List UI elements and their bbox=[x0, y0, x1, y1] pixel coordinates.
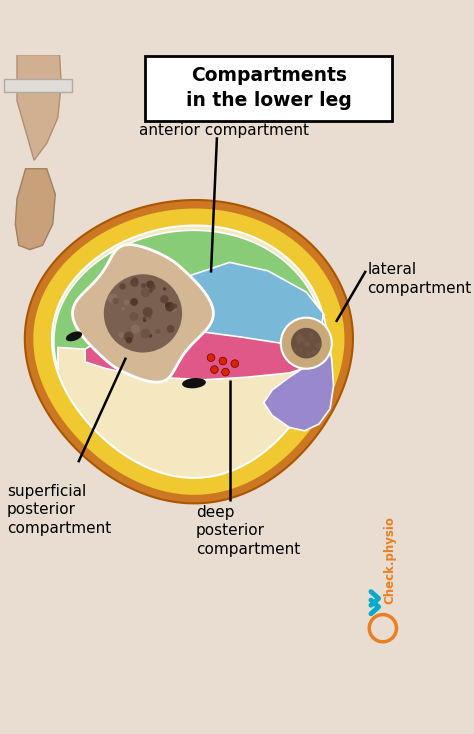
Circle shape bbox=[317, 344, 320, 346]
Polygon shape bbox=[25, 200, 353, 504]
Ellipse shape bbox=[182, 378, 206, 388]
Circle shape bbox=[167, 325, 174, 333]
Circle shape bbox=[311, 349, 316, 355]
Text: anterior compartment: anterior compartment bbox=[139, 123, 309, 138]
Circle shape bbox=[307, 352, 311, 356]
Circle shape bbox=[118, 333, 124, 338]
Circle shape bbox=[164, 302, 172, 310]
Polygon shape bbox=[15, 169, 55, 250]
Circle shape bbox=[155, 329, 161, 334]
Text: Check.physio: Check.physio bbox=[383, 516, 396, 604]
Circle shape bbox=[210, 366, 218, 374]
Circle shape bbox=[146, 280, 154, 288]
Circle shape bbox=[281, 318, 332, 368]
Circle shape bbox=[163, 287, 166, 291]
Circle shape bbox=[121, 307, 125, 310]
Circle shape bbox=[219, 357, 227, 365]
Circle shape bbox=[305, 342, 310, 347]
Circle shape bbox=[141, 288, 150, 297]
Circle shape bbox=[304, 341, 310, 346]
Ellipse shape bbox=[66, 332, 82, 341]
Circle shape bbox=[143, 319, 146, 322]
Circle shape bbox=[126, 337, 132, 344]
Circle shape bbox=[132, 277, 138, 284]
Text: lateral
compartment: lateral compartment bbox=[367, 262, 472, 296]
Circle shape bbox=[207, 354, 215, 361]
Circle shape bbox=[124, 299, 129, 305]
Circle shape bbox=[104, 275, 182, 352]
FancyBboxPatch shape bbox=[146, 57, 392, 121]
Circle shape bbox=[143, 307, 153, 317]
Circle shape bbox=[148, 334, 152, 338]
Circle shape bbox=[310, 336, 313, 339]
Text: deep
posterior
compartment: deep posterior compartment bbox=[196, 505, 300, 557]
Circle shape bbox=[291, 328, 321, 358]
Circle shape bbox=[293, 348, 297, 352]
Polygon shape bbox=[73, 244, 213, 382]
Polygon shape bbox=[264, 313, 334, 431]
Circle shape bbox=[316, 343, 322, 349]
Circle shape bbox=[310, 332, 313, 336]
Circle shape bbox=[300, 337, 305, 343]
Circle shape bbox=[141, 283, 146, 288]
Polygon shape bbox=[17, 55, 61, 160]
Circle shape bbox=[297, 340, 301, 344]
Text: superficial
posterior
compartment: superficial posterior compartment bbox=[7, 484, 111, 536]
Circle shape bbox=[143, 316, 146, 320]
Circle shape bbox=[131, 324, 140, 333]
Circle shape bbox=[170, 306, 176, 312]
Circle shape bbox=[149, 284, 155, 291]
Circle shape bbox=[119, 283, 126, 290]
Polygon shape bbox=[33, 208, 345, 495]
Circle shape bbox=[222, 368, 229, 376]
Circle shape bbox=[147, 315, 152, 319]
Polygon shape bbox=[166, 262, 328, 366]
Polygon shape bbox=[52, 225, 326, 478]
Circle shape bbox=[112, 298, 119, 304]
Text: Compartments
in the lower leg: Compartments in the lower leg bbox=[186, 65, 352, 110]
Circle shape bbox=[130, 278, 138, 287]
Circle shape bbox=[129, 312, 138, 321]
Circle shape bbox=[172, 303, 177, 309]
Circle shape bbox=[130, 298, 138, 306]
Circle shape bbox=[148, 288, 153, 293]
Circle shape bbox=[165, 302, 171, 308]
Circle shape bbox=[124, 332, 134, 341]
Circle shape bbox=[299, 348, 302, 352]
Circle shape bbox=[296, 335, 302, 341]
Circle shape bbox=[108, 294, 118, 303]
Circle shape bbox=[160, 295, 169, 303]
Circle shape bbox=[165, 302, 174, 311]
Circle shape bbox=[141, 329, 151, 338]
Polygon shape bbox=[54, 230, 328, 369]
Circle shape bbox=[297, 333, 302, 338]
Circle shape bbox=[231, 360, 238, 368]
Polygon shape bbox=[85, 330, 319, 379]
FancyBboxPatch shape bbox=[4, 79, 73, 92]
